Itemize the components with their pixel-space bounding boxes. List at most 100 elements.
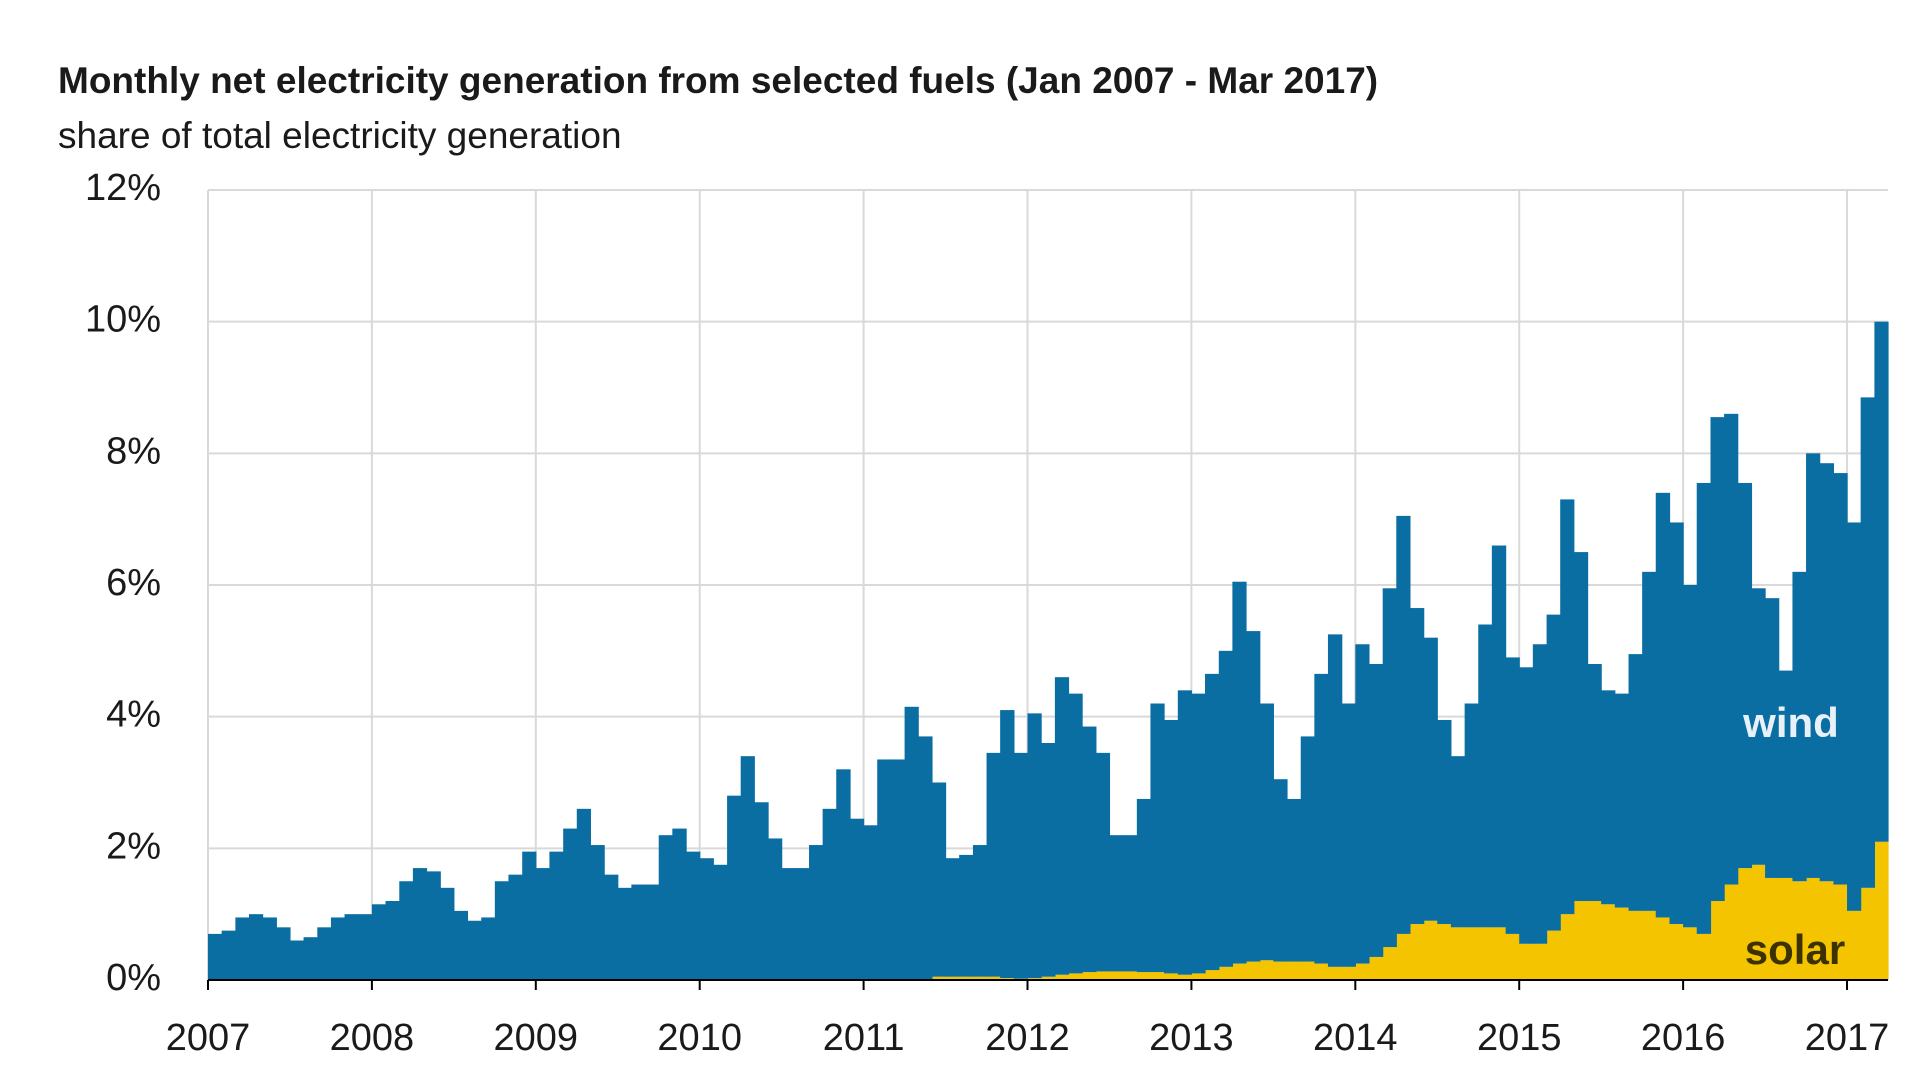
area-step: [713, 864, 728, 980]
area-step: [904, 706, 919, 980]
area-step: [795, 868, 810, 980]
area-step: [1519, 667, 1534, 944]
area-step: [1546, 930, 1561, 980]
x-tick-label: 2012: [985, 1017, 1070, 1059]
area-step: [1587, 664, 1602, 901]
area-step: [1232, 581, 1247, 964]
area-step: [877, 759, 892, 980]
area-step: [399, 881, 414, 980]
area-step: [822, 808, 837, 980]
area-step: [1792, 571, 1807, 882]
area-step: [1341, 703, 1356, 967]
area-step: [1696, 933, 1712, 980]
area-step: [508, 874, 523, 980]
area-step: [672, 828, 687, 980]
area-step: [1683, 927, 1698, 980]
area-step: [1286, 798, 1302, 962]
area-step: [1095, 971, 1111, 980]
area-step: [1177, 974, 1193, 980]
area-step: [781, 868, 796, 980]
area-step: [1587, 901, 1602, 980]
area-step: [1614, 693, 1630, 908]
area-step: [1519, 943, 1534, 980]
area-step: [481, 917, 496, 980]
x-tick-label: 2016: [1641, 1017, 1726, 1059]
area-step: [1041, 976, 1056, 980]
area-step: [972, 976, 988, 980]
area-step: [1054, 974, 1070, 980]
area-step: [1464, 927, 1479, 980]
area-step: [1123, 835, 1138, 972]
area-step: [1874, 321, 1889, 842]
area-step: [686, 851, 701, 980]
area-step: [1491, 545, 1507, 928]
area-step: [972, 845, 988, 977]
area-step: [959, 976, 974, 980]
area-step: [658, 835, 673, 980]
area-step: [1054, 677, 1070, 975]
area-step: [863, 825, 878, 980]
area-step: [1341, 966, 1356, 980]
area-step: [918, 736, 933, 980]
x-tick-label: 2013: [1149, 1017, 1234, 1059]
area-step: [1573, 901, 1589, 980]
area-step: [576, 808, 591, 980]
area-step: [986, 976, 1001, 980]
area-step: [522, 851, 537, 980]
area-step: [1628, 654, 1643, 911]
area-step: [1847, 522, 1862, 911]
area-step: [1450, 927, 1466, 980]
area-step: [317, 927, 332, 980]
area-step: [358, 914, 373, 980]
area-step: [850, 818, 865, 980]
area-step: [1696, 482, 1712, 934]
area-step: [1642, 910, 1657, 980]
area-step: [1683, 585, 1698, 928]
series-label: solar: [1745, 926, 1845, 973]
area-step: [1778, 670, 1794, 878]
area-step: [1655, 917, 1671, 980]
area-step: [1041, 743, 1056, 977]
area-step: [1437, 924, 1452, 980]
area-step: [645, 884, 660, 980]
area-step: [1560, 499, 1575, 915]
area-step: [1300, 736, 1315, 962]
area-step: [1724, 884, 1739, 980]
x-tick-label: 2017: [1805, 1017, 1890, 1059]
area-step: [945, 976, 960, 980]
x-tick-label: 2011: [823, 1017, 905, 1059]
area-step: [1300, 961, 1315, 980]
area-step: [1273, 779, 1288, 962]
area-step: [1000, 710, 1015, 979]
area-step: [303, 937, 318, 980]
area-step: [1382, 947, 1397, 980]
area-step: [1068, 693, 1083, 974]
area-step: [986, 752, 1001, 977]
area-step: [1464, 703, 1479, 928]
area-step: [1109, 971, 1124, 980]
area-step: [1150, 972, 1165, 980]
area-step: [1860, 887, 1875, 980]
series-label: wind: [1742, 699, 1839, 746]
area-step: [276, 927, 291, 980]
y-tick-label: 0%: [106, 957, 161, 999]
area-step: [959, 854, 974, 977]
area-step: [1327, 966, 1343, 980]
area-step: [1737, 482, 1753, 869]
area-step: [1191, 693, 1206, 974]
area-step: [1669, 522, 1684, 925]
area-step: [1423, 637, 1438, 921]
area-step: [1027, 713, 1042, 979]
area-step: [208, 933, 223, 980]
area-step: [1368, 956, 1384, 980]
area-step: [1245, 631, 1261, 962]
area-step: [1286, 961, 1302, 980]
area-step: [1546, 614, 1561, 931]
area-step: [1396, 515, 1411, 934]
area-step: [1437, 719, 1452, 925]
y-tick-label: 4%: [106, 694, 161, 736]
area-step: [289, 940, 305, 980]
area-step: [549, 851, 564, 980]
area-step: [1505, 657, 1520, 934]
